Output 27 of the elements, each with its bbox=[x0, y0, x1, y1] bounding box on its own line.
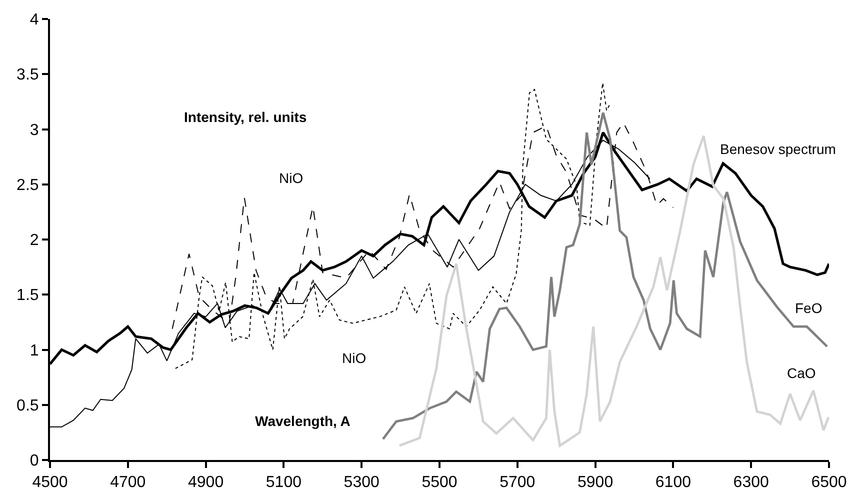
series-label: NiO bbox=[279, 170, 304, 186]
series-label: CaO bbox=[787, 365, 816, 381]
x-tick-label: 4900 bbox=[188, 474, 224, 492]
y-tick-label: 4 bbox=[30, 12, 39, 29]
x-tick-label: 5300 bbox=[344, 474, 380, 492]
x-tick-label: 5500 bbox=[422, 474, 458, 492]
series-label: FeO bbox=[795, 300, 822, 316]
x-tick-label: 4700 bbox=[110, 474, 146, 492]
x-tick-label: 5100 bbox=[266, 474, 302, 492]
x-tick-label: 5900 bbox=[578, 474, 614, 492]
y-tick-label: 0 bbox=[30, 452, 39, 470]
y-tick-label: 2 bbox=[30, 232, 39, 250]
y-tick-label: 1.5 bbox=[16, 287, 39, 304]
x-tick-label: 5700 bbox=[500, 474, 536, 492]
series-label: Benesov spectrum bbox=[720, 141, 836, 157]
text: NiO bbox=[342, 350, 366, 366]
y-tick-label: 3.5 bbox=[16, 66, 39, 84]
y-tick-label: 2.5 bbox=[16, 176, 39, 194]
y-tick-label: 3 bbox=[30, 122, 39, 139]
x-axis-title: Wavelength, A bbox=[255, 413, 350, 429]
x-tick-label: 6500 bbox=[811, 474, 847, 492]
y-tick-label: 0.5 bbox=[16, 397, 39, 414]
x-tick-label: 4500 bbox=[32, 474, 68, 492]
y-axis-title: Intensity, rel. units bbox=[184, 109, 307, 125]
y-tick-label: 1 bbox=[30, 342, 39, 360]
x-tick-label: 6300 bbox=[733, 474, 769, 492]
x-tick-label: 6100 bbox=[655, 474, 692, 492]
